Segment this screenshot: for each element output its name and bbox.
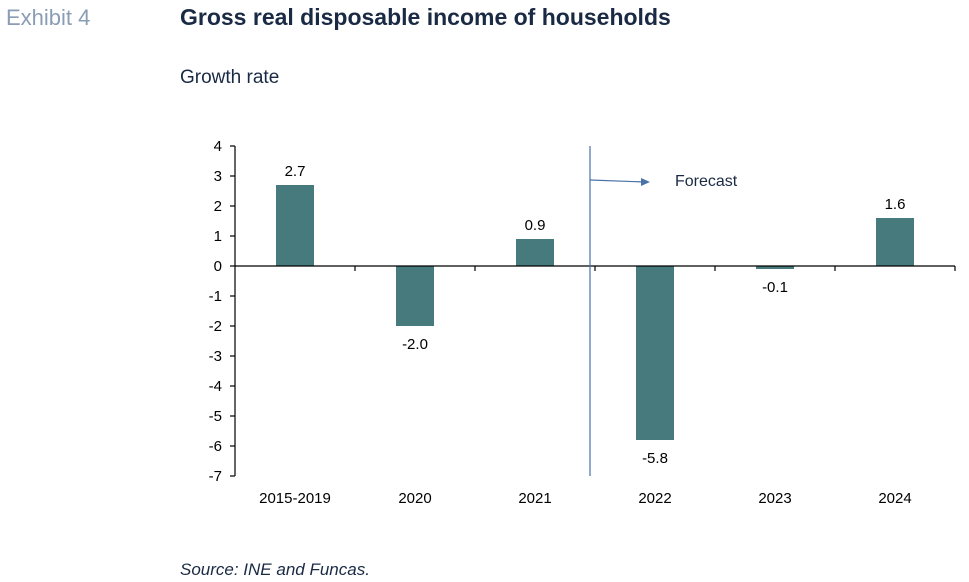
data-label: 0.9 xyxy=(525,217,546,234)
bar xyxy=(396,266,434,326)
y-tick-label: -6 xyxy=(209,438,222,455)
exhibit-label: Exhibit 4 xyxy=(6,5,91,30)
bar xyxy=(636,266,674,440)
chart-title: Gross real disposable income of househol… xyxy=(180,4,671,30)
forecast-annotation: Forecast xyxy=(675,173,738,190)
bar xyxy=(876,218,914,266)
forecast-arrowhead xyxy=(641,178,650,186)
bar xyxy=(756,266,794,269)
x-tick-label: 2015-2019 xyxy=(259,490,331,507)
x-tick-label: 2020 xyxy=(398,490,431,507)
y-tick-label: 2 xyxy=(214,198,222,215)
source-note: Source: INE and Funcas. xyxy=(180,560,370,579)
chart-subtitle: Growth rate xyxy=(180,67,280,88)
data-label: 1.6 xyxy=(885,196,906,213)
y-tick-label: -3 xyxy=(209,348,222,365)
y-tick-label: 4 xyxy=(214,138,222,155)
y-tick-label: 0 xyxy=(214,258,222,275)
data-label: -5.8 xyxy=(642,450,668,467)
x-tick-label: 2021 xyxy=(518,490,551,507)
data-label: 2.7 xyxy=(285,163,306,180)
forecast-arrow xyxy=(589,179,646,183)
y-tick-label: -1 xyxy=(209,288,222,305)
y-tick-label: -4 xyxy=(209,378,222,395)
data-label: -0.1 xyxy=(762,279,788,296)
y-tick-label: -5 xyxy=(209,408,222,425)
bar xyxy=(516,239,554,266)
data-label: -2.0 xyxy=(402,336,428,353)
x-tick-label: 2023 xyxy=(758,490,791,507)
x-tick-label: 2022 xyxy=(638,490,671,507)
y-tick-label: 3 xyxy=(214,168,222,185)
y-tick-label: -2 xyxy=(209,318,222,335)
y-tick-label: -7 xyxy=(209,468,222,485)
y-tick-label: 1 xyxy=(214,228,222,245)
bar xyxy=(276,185,314,266)
x-tick-label: 2024 xyxy=(878,490,911,507)
